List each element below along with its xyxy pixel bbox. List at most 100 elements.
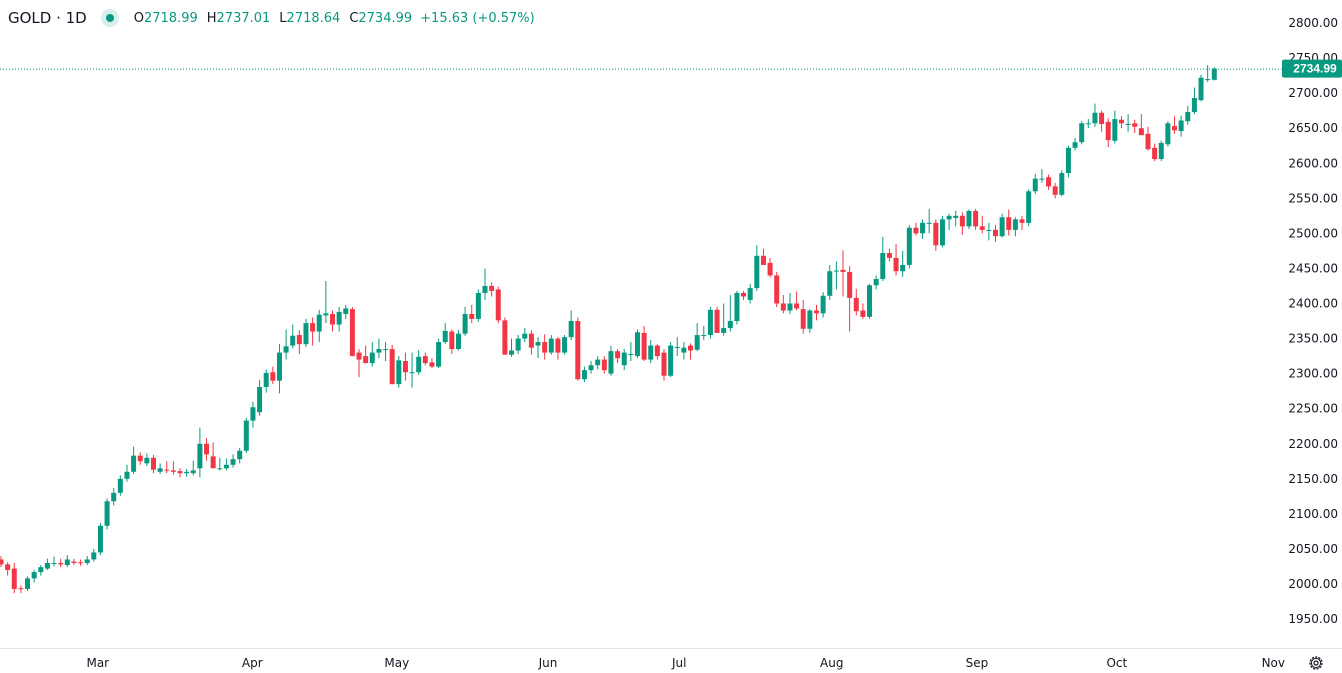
candle-body [349, 309, 355, 357]
candle [760, 248, 766, 265]
candle [920, 219, 926, 239]
candle [230, 454, 236, 468]
time-tick-label: Aug [820, 656, 843, 670]
time-tick-label: Mar [86, 656, 109, 670]
candle-body [376, 349, 382, 353]
candle-body [97, 525, 103, 553]
candle [276, 344, 282, 394]
candle [157, 463, 163, 474]
candle [363, 345, 369, 364]
candle [648, 339, 654, 364]
candle [1072, 138, 1078, 151]
candle-body [356, 352, 362, 360]
candle-body [1039, 178, 1045, 180]
candle [993, 224, 998, 242]
change-value: +15.63 (+0.57%) [420, 10, 535, 26]
candle-body [993, 229, 998, 237]
candle [204, 438, 210, 461]
candle [469, 304, 475, 324]
candle [310, 317, 316, 346]
candle-body [548, 338, 554, 353]
candle-body [436, 342, 442, 367]
candle-body [1046, 177, 1052, 187]
candle [150, 454, 156, 474]
candle-body [727, 321, 733, 329]
candle [979, 215, 985, 234]
candle [946, 213, 952, 230]
candle [1012, 217, 1018, 237]
candle-body [296, 335, 302, 345]
candle-body [966, 210, 972, 227]
candle-body [1198, 77, 1204, 101]
candle-body [780, 303, 786, 311]
high-label: H [206, 10, 217, 26]
candle-body [747, 288, 753, 300]
candle-body [389, 349, 395, 385]
candle-body [648, 345, 654, 360]
high-value: 2737.01 [216, 10, 271, 26]
price-tick-label: 1950.00 [1288, 612, 1338, 626]
candle [416, 349, 422, 376]
candle-body [51, 562, 57, 564]
gear-icon[interactable] [1307, 654, 1325, 672]
candle-body [800, 309, 806, 329]
candle [906, 224, 912, 269]
candle-body [833, 270, 839, 272]
candle [509, 338, 515, 357]
price-tick-label: 2250.00 [1288, 402, 1338, 416]
candle [1079, 121, 1085, 145]
candle-body [336, 311, 342, 325]
candle-body [84, 559, 90, 563]
candle-body [568, 321, 574, 338]
price-axis[interactable]: 2800.002750.002700.002650.002600.002550.… [1288, 16, 1338, 626]
close-value: 2734.99 [358, 10, 413, 26]
price-tick-label: 2350.00 [1288, 332, 1338, 346]
last-price-text: 2734.99 [1293, 62, 1337, 76]
candle [124, 464, 130, 482]
candle-body [11, 568, 17, 589]
candle-body [741, 292, 747, 297]
candle [11, 562, 17, 594]
candle-body [0, 559, 4, 565]
candle [707, 307, 713, 339]
candle-body [150, 457, 156, 470]
candle [356, 349, 362, 378]
candle-body [1072, 142, 1078, 148]
candle-body [18, 588, 24, 590]
candle [502, 317, 508, 355]
candle-body [774, 275, 780, 304]
candle-body [840, 269, 846, 272]
candle [455, 330, 461, 351]
candle-body [71, 561, 77, 563]
candle-body [462, 314, 468, 334]
candle-body [1105, 121, 1111, 141]
candle-body [946, 215, 952, 220]
candle-body [939, 219, 945, 246]
candle-body [1052, 186, 1058, 195]
price-tick-label: 2400.00 [1288, 297, 1338, 311]
candle [270, 366, 276, 385]
candle [290, 324, 296, 349]
candle [283, 329, 289, 360]
candle-body [1032, 178, 1038, 192]
candle-body [416, 356, 422, 373]
candle-body [926, 222, 932, 224]
candle-body [237, 450, 243, 460]
candle [615, 349, 621, 364]
candle [336, 307, 342, 332]
candle [5, 562, 11, 576]
candle-body [455, 333, 461, 350]
candle [1046, 174, 1052, 190]
candle [1105, 118, 1111, 148]
candle-body [1132, 123, 1138, 127]
candle [701, 325, 707, 340]
candle-body [38, 567, 44, 573]
candle-body [469, 314, 475, 319]
candle [1165, 121, 1171, 147]
candle [721, 303, 727, 336]
candle-body [250, 407, 256, 421]
candle [111, 487, 117, 506]
symbol-title[interactable]: GOLD · 1D [8, 9, 87, 27]
time-axis[interactable]: Mar Apr May Jun Jul Aug Sep Oct Nov [86, 656, 1285, 670]
